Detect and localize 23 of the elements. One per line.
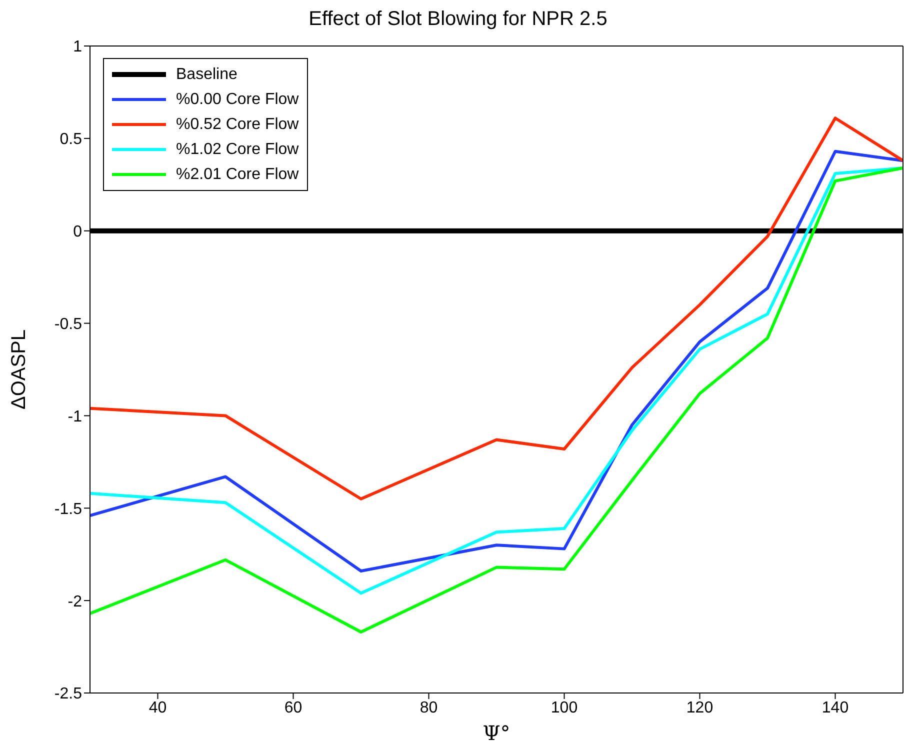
legend-label: %2.01 Core Flow — [176, 165, 299, 185]
y-axis-title: ΔOASPL — [8, 329, 30, 410]
x-tick-label: 60 — [284, 699, 302, 716]
y-tick-label: -0.5 — [54, 316, 82, 333]
x-tick-label: 100 — [550, 699, 578, 716]
y-tick-label: -1 — [68, 408, 82, 426]
x-tick-label: 140 — [822, 699, 849, 716]
x-tick-label: 80 — [420, 699, 438, 716]
line-series — [90, 116, 903, 500]
y-tick-label: -2 — [68, 593, 82, 610]
y-tick-label: 0 — [73, 224, 82, 241]
chart-title: Effect of Slot Blowing for NPR 2.5 — [308, 8, 608, 31]
y-tick-label: 0.5 — [60, 131, 82, 148]
y-tick-label: 1 — [73, 38, 82, 56]
legend-label: %1.02 Core Flow — [176, 140, 299, 160]
legend-label: %0.00 Core Flow — [176, 90, 299, 110]
x-tick-label: 120 — [686, 699, 714, 716]
y-tick-label: -1.5 — [54, 500, 82, 518]
x-axis-title: Ψ° — [482, 721, 510, 745]
x-tick-label: 40 — [148, 699, 167, 716]
legend-label: Baseline — [176, 65, 238, 85]
y-tick-label: -2.5 — [54, 686, 82, 703]
legend-label: %0.52 Core Flow — [176, 115, 299, 135]
